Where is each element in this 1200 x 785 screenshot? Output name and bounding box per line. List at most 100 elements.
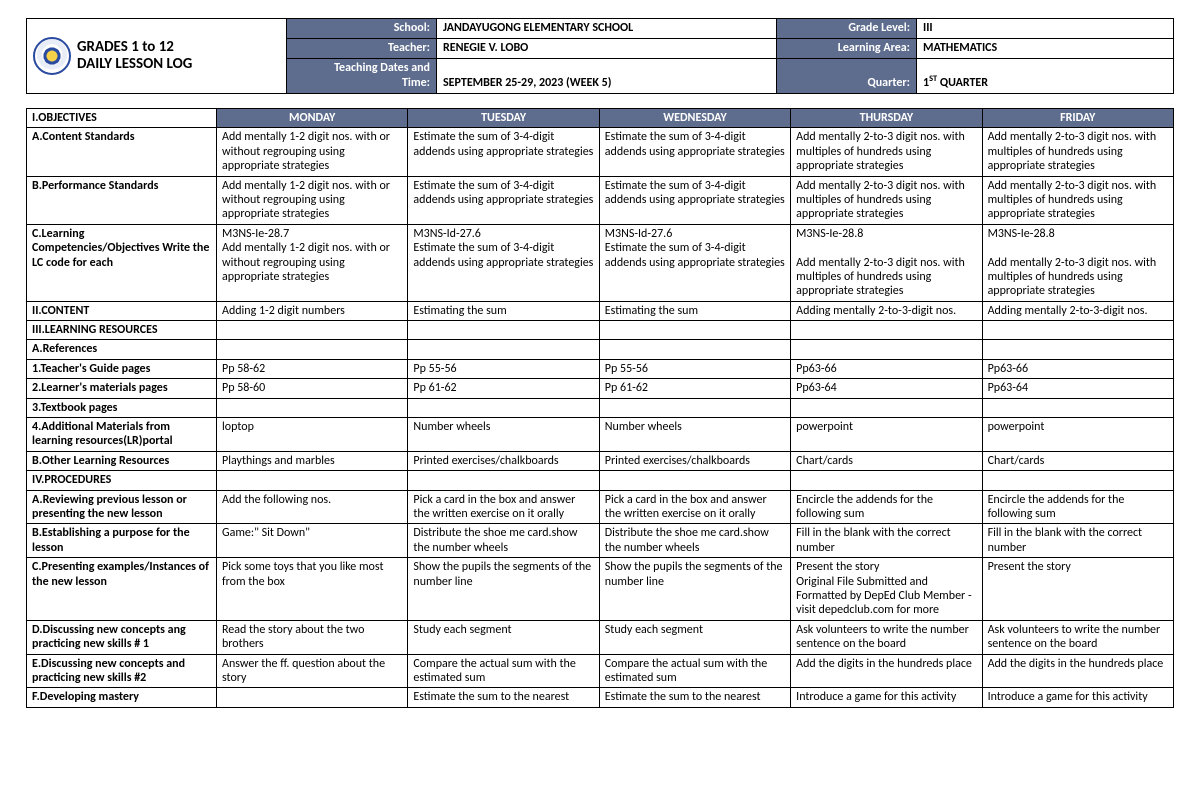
cell: Estimate the sum to the nearest — [408, 688, 599, 707]
cell — [791, 398, 982, 417]
cell: Printed exercises/chalkboards — [599, 451, 790, 470]
cell — [791, 471, 982, 490]
cell: powerpoint — [791, 418, 982, 452]
cell — [217, 340, 408, 359]
cell: Pp 55-56 — [599, 359, 790, 378]
cell: Add mentally 2-to-3 digit nos. with mult… — [791, 176, 982, 224]
deped-logo-icon — [33, 37, 71, 75]
cell — [791, 321, 982, 340]
cell: Present the story — [982, 558, 1173, 621]
label-pD: D.Discussing new concepts ang practicing… — [27, 620, 217, 654]
cell — [599, 340, 790, 359]
cell — [982, 321, 1173, 340]
cell — [599, 471, 790, 490]
cell: Number wheels — [408, 418, 599, 452]
doc-title-line1: GRADES 1 to 12 — [77, 39, 192, 56]
cell — [408, 398, 599, 417]
cell: Show the pupils the segments of the numb… — [408, 558, 599, 621]
cell: Add the digits in the hundreds place — [791, 654, 982, 688]
label-grade: Grade Level: — [777, 19, 917, 39]
cell: Pp63-64 — [982, 379, 1173, 398]
label-proc-head: IV.PROCEDURES — [27, 471, 217, 490]
lesson-log-page: GRADES 1 to 12 DAILY LESSON LOG School: … — [26, 18, 1174, 708]
cell: Estimate the sum to the nearest — [599, 688, 790, 707]
day-fri: FRIDAY — [982, 109, 1173, 128]
row-pD: D.Discussing new concepts ang practicing… — [27, 620, 1174, 654]
cell — [982, 340, 1173, 359]
cell — [982, 398, 1173, 417]
cell: Compare the actual sum with the estimate… — [599, 654, 790, 688]
label-content-std: A.Content Standards — [27, 128, 217, 176]
cell: Playthings and marbles — [217, 451, 408, 470]
cell — [408, 340, 599, 359]
doc-title: GRADES 1 to 12 DAILY LESSON LOG — [77, 39, 192, 74]
day-thu: THURSDAY — [791, 109, 982, 128]
cell: Pp 55-56 — [408, 359, 599, 378]
cell: Adding mentally 2-to-3-digit nos. — [791, 301, 982, 320]
cell: Pp 58-62 — [217, 359, 408, 378]
cell — [217, 321, 408, 340]
label-quarter: Quarter: — [777, 59, 917, 94]
cell: Estimate the sum of 3-4-digit addends us… — [599, 128, 790, 176]
cell: Estimating the sum — [408, 301, 599, 320]
label-school: School: — [287, 19, 437, 39]
quarter-sup: ST — [929, 74, 937, 84]
cell: Present the story Original File Submitte… — [791, 558, 982, 621]
cell: Adding mentally 2-to-3-digit nos. — [982, 301, 1173, 320]
cell: Add the following nos. — [217, 490, 408, 524]
value-quarter: 1ST QUARTER — [917, 59, 1174, 94]
cell: Add mentally 1-2 digit nos. with or with… — [217, 176, 408, 224]
cell: Add the digits in the hundreds place — [982, 654, 1173, 688]
label-pF: F.Developing mastery — [27, 688, 217, 707]
cell: Show the pupils the segments of the numb… — [599, 558, 790, 621]
label-area: Learning Area: — [777, 39, 917, 59]
label-dates-l1: Teaching Dates and — [334, 61, 430, 75]
label-tb: 3.Textbook pages — [27, 398, 217, 417]
cell: Estimate the sum of 3-4-digit addends us… — [408, 128, 599, 176]
cell — [599, 398, 790, 417]
cell: Encircle the addends for the following s… — [982, 490, 1173, 524]
row-tg: 1.Teacher's Guide pages Pp 58-62 Pp 55-5… — [27, 359, 1174, 378]
cell: Adding 1-2 digit numbers — [217, 301, 408, 320]
row-lm: 2.Learner's materials pages Pp 58-60 Pp … — [27, 379, 1174, 398]
cell: Number wheels — [599, 418, 790, 452]
cell: Estimating the sum — [599, 301, 790, 320]
label-lm: 2.Learner's materials pages — [27, 379, 217, 398]
cell: Pp63-64 — [791, 379, 982, 398]
cell — [217, 688, 408, 707]
cell — [408, 321, 599, 340]
cell: Fill in the blank with the correct numbe… — [982, 524, 1173, 558]
cell: M3NS-Ie-28.8 Add mentally 2-to-3 digit n… — [791, 224, 982, 301]
cell — [217, 398, 408, 417]
cell: Chart/cards — [791, 451, 982, 470]
row-addl: 4.Additional Materials from learning res… — [27, 418, 1174, 452]
label-dates-l2: Time: — [402, 76, 430, 90]
quarter-post: QUARTER — [937, 76, 988, 90]
cell: Pp63-66 — [791, 359, 982, 378]
cell: Pp63-66 — [982, 359, 1173, 378]
cell: Chart/cards — [982, 451, 1173, 470]
row-content: II.CONTENT Adding 1-2 digit numbers Esti… — [27, 301, 1174, 320]
label-tg: 1.Teacher's Guide pages — [27, 359, 217, 378]
cell: Fill in the blank with the correct numbe… — [791, 524, 982, 558]
cell: Pick a card in the box and answer the wr… — [408, 490, 599, 524]
cell: M3NS-Ie-28.8 Add mentally 2-to-3 digit n… — [982, 224, 1173, 301]
label-pB: B.Establishing a purpose for the lesson — [27, 524, 217, 558]
cell — [408, 471, 599, 490]
cell: Encircle the addends for the following s… — [791, 490, 982, 524]
label-pE: E.Discussing new concepts and practicing… — [27, 654, 217, 688]
row-pC: C.Presenting examples/Instances of the n… — [27, 558, 1174, 621]
label-pC: C.Presenting examples/Instances of the n… — [27, 558, 217, 621]
cell: Introduce a game for this activity — [982, 688, 1173, 707]
label-refs: A.References — [27, 340, 217, 359]
cell: Pp 61-62 — [408, 379, 599, 398]
row-pE: E.Discussing new concepts and practicing… — [27, 654, 1174, 688]
lesson-table: I.OBJECTIVES MONDAY TUESDAY WEDNESDAY TH… — [26, 108, 1174, 708]
cell: Estimate the sum of 3-4-digit addends us… — [599, 176, 790, 224]
objectives-head: I.OBJECTIVES — [27, 109, 217, 128]
cell: Add mentally 2-to-3 digit nos. with mult… — [982, 128, 1173, 176]
cell: Pick some toys that you like most from t… — [217, 558, 408, 621]
day-wed: WEDNESDAY — [599, 109, 790, 128]
label-teacher: Teacher: — [287, 39, 437, 59]
row-refs: A.References — [27, 340, 1174, 359]
